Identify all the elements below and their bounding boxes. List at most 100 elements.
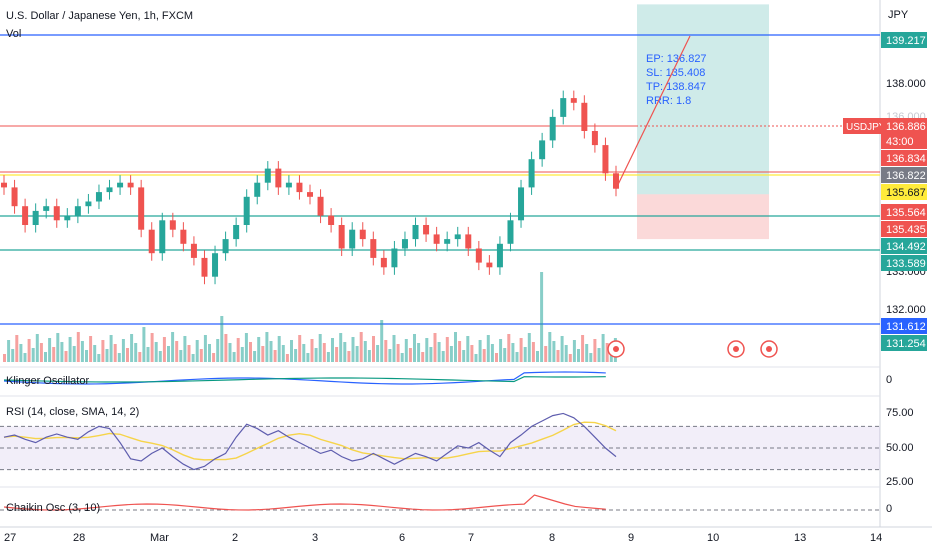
volume-bar (363, 341, 367, 362)
candle-body (602, 145, 609, 174)
volume-bar (306, 353, 310, 362)
time-axis-label: 9 (628, 532, 634, 544)
volume-bar (556, 350, 560, 362)
price-tag (881, 184, 927, 200)
volume-bar (499, 339, 503, 362)
candle-body (486, 262, 493, 268)
volume-bar (495, 353, 498, 362)
price-tag (881, 318, 927, 334)
price-tag (881, 118, 927, 134)
volume-bar (56, 333, 60, 362)
candle-body (32, 210, 39, 225)
volume-bar (64, 351, 68, 362)
candle-body (201, 257, 208, 277)
candle-body (264, 168, 271, 183)
volume-bar (359, 332, 363, 362)
price-tag (881, 133, 927, 149)
volume-bar (441, 351, 445, 362)
klinger-label: Klinger Oscillator (6, 375, 89, 387)
volume-bar (568, 354, 572, 362)
candle-body (349, 229, 356, 249)
volume-bar (179, 350, 183, 362)
volume-bar (97, 354, 101, 362)
volume-bar (80, 341, 84, 362)
event-icon-dot (733, 346, 739, 352)
candle-body (338, 225, 345, 249)
volume-bar (253, 351, 257, 362)
candle-body (285, 182, 292, 188)
candle-body (591, 131, 598, 146)
rsi-line (3, 412, 617, 471)
volume-bar (249, 342, 252, 362)
volume-bar (150, 333, 154, 362)
volume-bar (548, 332, 552, 362)
volume-bar (429, 347, 433, 362)
volume-bar (310, 339, 314, 362)
volume-bar (597, 348, 601, 362)
trade-info-line: SL: 135.408 (646, 67, 705, 79)
volume-bar (339, 333, 343, 362)
volume-bar (216, 339, 220, 362)
volume-bar (531, 342, 535, 362)
price-tick-label: 138.000 (886, 78, 926, 90)
chaikin-line (3, 494, 606, 511)
symbol-tag (843, 118, 881, 134)
volume-bar (244, 333, 248, 362)
candle-body (454, 234, 461, 240)
candle-body (370, 239, 377, 258)
volume-bar (183, 336, 187, 362)
volume-bar (290, 340, 293, 362)
candle-body (296, 182, 303, 193)
volume-bar (281, 345, 285, 362)
volume-bar (134, 343, 138, 362)
volume-bar (191, 354, 195, 362)
price-tag-text: 131.254 (886, 338, 926, 350)
price-tag-text: 139.217 (886, 35, 926, 47)
candle-body (180, 229, 187, 244)
event-icon-dot (613, 346, 619, 352)
price-tick-label: 132.000 (886, 304, 926, 316)
volume-bar (76, 332, 80, 362)
volume-bar (449, 346, 453, 362)
volume-bar (60, 342, 64, 362)
volume-bar (220, 316, 224, 362)
volume-bar (433, 333, 437, 362)
candle-body (22, 206, 29, 225)
volume-bar (314, 348, 318, 362)
volume-bar (121, 339, 125, 362)
volume-bar (601, 334, 605, 362)
candle-body (380, 257, 387, 268)
volume-bar (540, 272, 544, 362)
volume-bar (257, 337, 261, 362)
volume-bar (335, 347, 339, 362)
volume-bar (466, 336, 470, 362)
trade-stop-zone (637, 194, 769, 240)
rsi-band (0, 426, 880, 470)
volume-bar (486, 335, 490, 362)
volume-bar (72, 346, 76, 362)
volume-bar (89, 336, 93, 362)
volume-bar (240, 347, 244, 362)
volume-bar (117, 353, 121, 362)
volume-bar (396, 344, 400, 362)
volume-bar (199, 349, 203, 362)
time-axis-label: 28 (73, 532, 85, 544)
candle-body (159, 220, 166, 254)
volume-bar (478, 340, 482, 362)
candle-body (190, 243, 197, 258)
volume-bar (175, 341, 179, 362)
candle-body (401, 239, 408, 249)
volume-bar (294, 349, 298, 362)
price-tag-text: 135.435 (886, 224, 926, 236)
volume-bar (261, 346, 265, 362)
volume-bar (470, 345, 474, 362)
volume-bar (380, 320, 384, 362)
volume-bar (605, 343, 609, 362)
volume-bar (552, 341, 556, 362)
volume-bar (527, 333, 531, 362)
rsi-label: RSI (14, close, SMA, 14, 2) (6, 406, 139, 418)
volume-bar (11, 349, 15, 362)
candle-body (391, 248, 398, 268)
